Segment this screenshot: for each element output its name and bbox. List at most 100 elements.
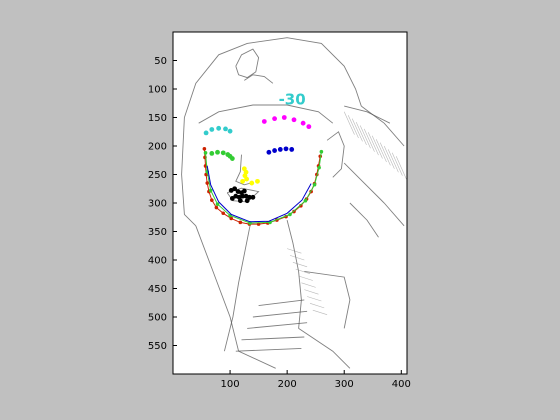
green-outline-point bbox=[317, 165, 321, 170]
blue-eye-point bbox=[283, 146, 289, 152]
sketch-hatch bbox=[287, 248, 302, 254]
red-outline-point bbox=[221, 211, 226, 216]
blue-eye-point bbox=[277, 147, 283, 152]
sketch-stroke bbox=[258, 299, 305, 307]
magenta-brow-point bbox=[261, 119, 267, 124]
x-tick-label: 100 bbox=[221, 379, 240, 390]
sketch-stroke bbox=[326, 131, 345, 178]
yellow-nose-point bbox=[244, 176, 250, 182]
x-tick-label: 200 bbox=[278, 379, 297, 390]
green-outline-point bbox=[303, 198, 308, 203]
magenta-brow-point bbox=[291, 117, 297, 123]
magenta-brow-point bbox=[272, 116, 277, 122]
magenta-brow-point bbox=[306, 124, 312, 130]
magenta-brow-landmarks bbox=[261, 115, 312, 130]
x-tick-label: 400 bbox=[392, 379, 411, 390]
sketch-hatch bbox=[292, 262, 308, 268]
y-tick-label: 250 bbox=[148, 170, 167, 181]
yellow-nose-point bbox=[255, 178, 260, 184]
blue-outline-landmarks bbox=[206, 165, 312, 223]
green-outline-curve bbox=[205, 151, 322, 224]
sketch-stroke bbox=[304, 270, 351, 329]
sketch-stroke bbox=[241, 336, 305, 341]
sketch-hatch bbox=[359, 125, 371, 149]
sketch-stroke bbox=[252, 310, 308, 318]
sketch-hatch bbox=[371, 135, 383, 159]
green-eye-point bbox=[209, 151, 215, 156]
green-outline-point bbox=[215, 202, 220, 206]
cyan-brow-point bbox=[223, 126, 228, 132]
red-outline-point bbox=[204, 172, 208, 177]
axes-background bbox=[173, 32, 407, 374]
magenta-brow-point bbox=[281, 115, 287, 120]
sketch-stroke bbox=[286, 219, 302, 329]
blue-eye-point bbox=[266, 149, 272, 155]
black-mouth-point bbox=[247, 194, 252, 200]
cyan-brow-point bbox=[227, 128, 233, 134]
sketch-hatch bbox=[309, 303, 325, 309]
sketch-stroke bbox=[247, 322, 308, 329]
cyan-brow-landmarks bbox=[203, 125, 233, 136]
sketch-hatch bbox=[307, 296, 322, 302]
green-outline-point bbox=[208, 188, 213, 193]
x-tick-label: 300 bbox=[335, 379, 354, 390]
y-tick-label: 50 bbox=[154, 56, 167, 67]
sketch-hatch bbox=[343, 111, 355, 135]
landmark-overlay bbox=[202, 115, 324, 226]
blue-eye-landmarks bbox=[266, 146, 295, 155]
pharaoh-sketch-image bbox=[181, 37, 407, 369]
blue-eye-point bbox=[289, 147, 295, 152]
sketch-hatch bbox=[298, 275, 313, 281]
red-outline-point bbox=[238, 220, 243, 225]
cyan-brow-point bbox=[216, 125, 222, 131]
sketch-hatch bbox=[391, 152, 403, 176]
sketch-hatch bbox=[383, 145, 395, 169]
black-mouth-landmarks bbox=[228, 186, 256, 204]
green-eye-landmarks bbox=[209, 149, 235, 161]
sketch-hatch bbox=[304, 289, 319, 295]
sketch-hatch bbox=[351, 118, 363, 142]
sketch-stroke bbox=[235, 347, 302, 352]
yellow-nose-point bbox=[249, 180, 255, 186]
y-tick-label: 450 bbox=[148, 284, 167, 295]
black-mouth-point bbox=[244, 198, 250, 204]
y-tick-label: 150 bbox=[148, 113, 167, 124]
red-outline-point bbox=[214, 205, 219, 210]
y-tick-label: 300 bbox=[148, 199, 167, 210]
green-eye-point bbox=[229, 156, 235, 161]
sketch-hatch bbox=[355, 121, 367, 146]
black-mouth-point bbox=[241, 188, 247, 194]
sketch-hatch bbox=[289, 255, 305, 261]
sketch-hatch bbox=[395, 156, 407, 180]
cyan-brow-point bbox=[203, 130, 209, 136]
sketch-stroke bbox=[198, 104, 334, 124]
green-outline-point bbox=[312, 182, 317, 187]
red-outline-point bbox=[205, 181, 210, 185]
yellow-nose-point bbox=[240, 178, 246, 184]
y-tick-label: 500 bbox=[148, 313, 167, 324]
red-outline-point bbox=[202, 147, 207, 151]
x-axis: 100 200 300 400 bbox=[221, 370, 411, 390]
sketch-stroke bbox=[298, 328, 351, 369]
green-outline-point bbox=[319, 149, 324, 154]
blue-outline-curve bbox=[206, 165, 312, 223]
sketch-hatch bbox=[301, 282, 316, 288]
black-mouth-point bbox=[250, 194, 256, 200]
y-tick-label: 550 bbox=[148, 341, 167, 352]
sketch-stroke bbox=[235, 154, 254, 186]
y-tick-label: 100 bbox=[148, 85, 167, 96]
sketch-stroke bbox=[183, 37, 362, 118]
sketch-hatch bbox=[295, 268, 311, 274]
sketch-stroke bbox=[223, 225, 251, 352]
sketch-hatch bbox=[363, 128, 375, 152]
sketch-stroke bbox=[181, 117, 197, 227]
sketch-stroke bbox=[244, 74, 274, 84]
red-outline-point bbox=[229, 216, 234, 221]
sketch-hatch bbox=[312, 309, 328, 315]
angle-annotation: -30 bbox=[279, 90, 306, 108]
cyan-brow-point bbox=[209, 127, 215, 132]
magenta-brow-point bbox=[300, 120, 306, 126]
sketch-stroke bbox=[344, 105, 391, 124]
sketch-hatch bbox=[375, 139, 387, 163]
green-eye-point bbox=[220, 150, 226, 156]
